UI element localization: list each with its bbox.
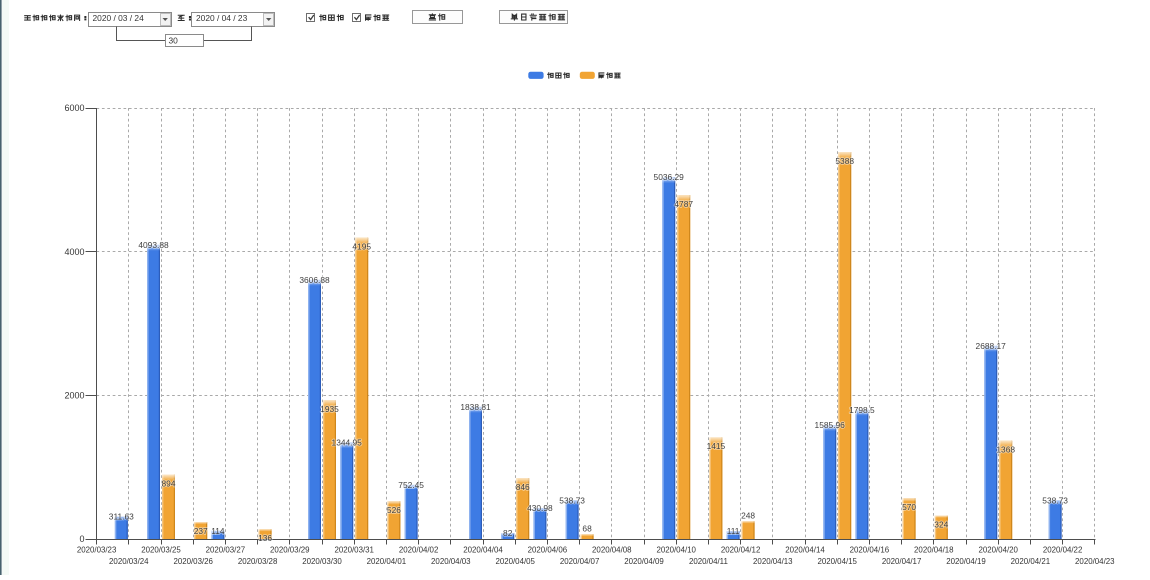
svg-text:114: 114 <box>211 526 225 536</box>
svg-text:1344.95: 1344.95 <box>332 437 363 447</box>
svg-text:526: 526 <box>387 505 401 515</box>
svg-text:2020/04/09: 2020/04/09 <box>624 557 664 566</box>
svg-text:1415: 1415 <box>707 441 726 451</box>
svg-text:2020/03/25: 2020/03/25 <box>141 545 181 554</box>
svg-text:894: 894 <box>162 479 176 489</box>
svg-text:4787: 4787 <box>674 199 693 209</box>
svg-text:2020/04/18: 2020/04/18 <box>914 545 954 554</box>
svg-text:2020/04/14: 2020/04/14 <box>785 545 825 554</box>
svg-text:2020/04/04: 2020/04/04 <box>463 545 503 554</box>
svg-text:2020/04/21: 2020/04/21 <box>1011 557 1051 566</box>
svg-text:3606.88: 3606.88 <box>299 275 330 285</box>
svg-text:538.73: 538.73 <box>559 495 585 505</box>
svg-text:248: 248 <box>741 510 755 520</box>
svg-text:2020/04/05: 2020/04/05 <box>495 557 535 566</box>
svg-text:2020/03/24: 2020/03/24 <box>109 557 149 566</box>
svg-text:2020/04/08: 2020/04/08 <box>592 545 632 554</box>
svg-text:2020/04/03: 2020/04/03 <box>431 557 471 566</box>
svg-text:2020/04/23: 2020/04/23 <box>1075 557 1115 566</box>
svg-text:2020/03/31: 2020/03/31 <box>334 545 374 554</box>
svg-text:5036.29: 5036.29 <box>654 172 685 182</box>
svg-text:2020/03/23: 2020/03/23 <box>77 545 117 554</box>
svg-text:1368: 1368 <box>996 445 1015 455</box>
svg-text:846: 846 <box>516 482 530 492</box>
svg-text:2020/04/01: 2020/04/01 <box>367 557 407 566</box>
svg-text:2020/04/11: 2020/04/11 <box>689 557 728 566</box>
svg-text:4000: 4000 <box>64 247 84 257</box>
svg-text:311.63: 311.63 <box>109 512 134 522</box>
svg-text:2020/04/15: 2020/04/15 <box>817 557 857 566</box>
svg-text:68: 68 <box>582 523 592 533</box>
svg-text:752.45: 752.45 <box>398 480 424 490</box>
svg-text:2688.17: 2688.17 <box>976 341 1007 351</box>
svg-text:2020/03/26: 2020/03/26 <box>173 557 213 566</box>
svg-text:2020/03/28: 2020/03/28 <box>238 557 278 566</box>
svg-text:2020/04/10: 2020/04/10 <box>656 545 696 554</box>
svg-text:1935: 1935 <box>320 404 339 414</box>
svg-text:2020/04/20: 2020/04/20 <box>978 545 1018 554</box>
svg-text:237: 237 <box>194 526 208 536</box>
svg-text:2020/03/29: 2020/03/29 <box>270 545 310 554</box>
svg-text:2000: 2000 <box>64 391 84 401</box>
svg-text:1838.81: 1838.81 <box>460 402 491 412</box>
svg-text:2020/03/30: 2020/03/30 <box>302 557 342 566</box>
svg-text:2020/04/17: 2020/04/17 <box>882 557 922 566</box>
svg-text:2020/04/16: 2020/04/16 <box>850 545 890 554</box>
svg-text:4195: 4195 <box>352 242 371 252</box>
svg-text:2020/04/19: 2020/04/19 <box>946 557 986 566</box>
svg-text:430.98: 430.98 <box>527 503 553 513</box>
svg-text:2020 / 03 / 24: 2020 / 03 / 24 <box>93 13 145 23</box>
svg-text:4093.88: 4093.88 <box>138 240 169 250</box>
svg-text:0: 0 <box>79 534 84 544</box>
svg-text:2020/04/07: 2020/04/07 <box>560 557 600 566</box>
svg-text:1585.96: 1585.96 <box>815 420 846 430</box>
svg-text:1798.5: 1798.5 <box>849 405 875 415</box>
svg-text:538.73: 538.73 <box>1042 495 1068 505</box>
svg-text:2020 / 04 / 23: 2020 / 04 / 23 <box>196 13 248 23</box>
svg-text:2020/03/27: 2020/03/27 <box>206 545 246 554</box>
svg-text:30: 30 <box>169 35 179 45</box>
svg-text:2020/04/02: 2020/04/02 <box>399 545 439 554</box>
svg-text:324: 324 <box>934 520 948 530</box>
svg-text:2020/04/06: 2020/04/06 <box>528 545 568 554</box>
svg-text:2020/04/13: 2020/04/13 <box>753 557 793 566</box>
svg-text:2020/04/22: 2020/04/22 <box>1043 545 1083 554</box>
svg-text:570: 570 <box>902 502 916 512</box>
svg-text:2020/04/12: 2020/04/12 <box>721 545 761 554</box>
svg-text:136: 136 <box>258 533 272 543</box>
svg-text:111: 111 <box>727 526 740 536</box>
svg-text:82: 82 <box>503 528 513 538</box>
svg-text:5388: 5388 <box>835 156 854 166</box>
svg-text:6000: 6000 <box>64 103 84 113</box>
